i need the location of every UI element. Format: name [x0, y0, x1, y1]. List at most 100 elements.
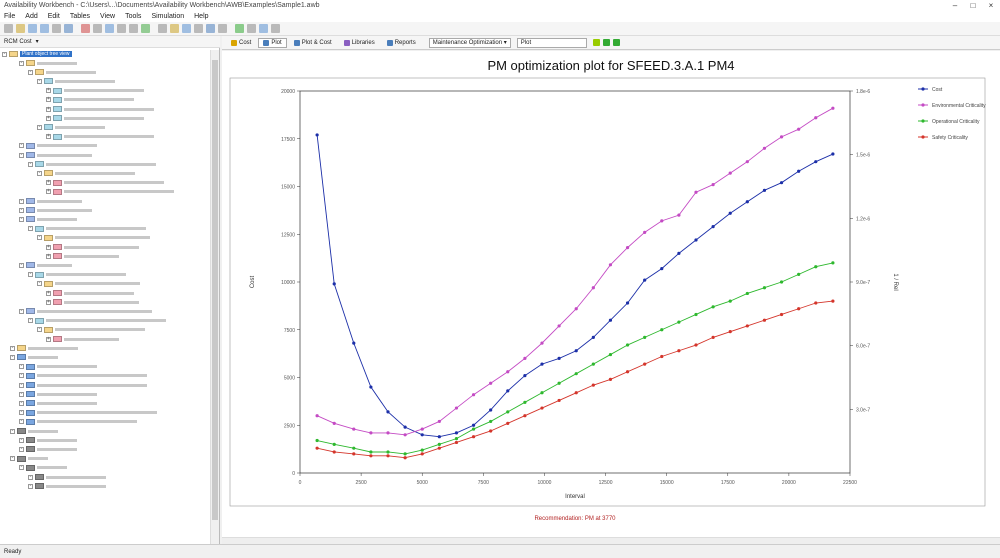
optimization-select[interactable]: Maintenance Optimization ▾: [428, 37, 511, 48]
expand-icon[interactable]: -: [37, 280, 42, 287]
expand-icon[interactable]: +: [46, 96, 51, 103]
tree-node[interactable]: +: [46, 133, 154, 141]
tree-node[interactable]: -: [19, 381, 147, 389]
menu-help[interactable]: Help: [194, 13, 209, 20]
toolbar-button-icon[interactable]: [81, 24, 90, 33]
tree-node[interactable]: +: [46, 96, 134, 104]
tree-node[interactable]: -: [37, 123, 105, 131]
toolbar-button-icon[interactable]: [182, 24, 191, 33]
tree-node[interactable]: -: [28, 225, 146, 233]
chart-scrollbar[interactable]: [222, 537, 1000, 544]
toolbar-button-icon[interactable]: [64, 24, 73, 33]
expand-icon[interactable]: -: [19, 436, 24, 443]
toolbar-button-icon[interactable]: [170, 24, 179, 33]
tree-node[interactable]: -: [19, 418, 137, 426]
expand-icon[interactable]: -: [10, 427, 15, 434]
expand-icon[interactable]: -: [37, 169, 42, 176]
tree-node[interactable]: -: [37, 77, 115, 85]
toolbar-button-icon[interactable]: [141, 24, 150, 33]
toolbar-button-icon[interactable]: [235, 24, 244, 33]
scrollbar-thumb[interactable]: [212, 60, 218, 520]
expand-icon[interactable]: +: [46, 335, 51, 342]
tree-node[interactable]: -: [10, 344, 78, 352]
expand-icon[interactable]: -: [28, 225, 33, 232]
expand-icon[interactable]: -: [10, 353, 15, 360]
tree-scrollbar[interactable]: [210, 50, 219, 544]
tree-node[interactable]: -: [19, 197, 82, 205]
expand-icon[interactable]: +: [46, 252, 51, 259]
expand-icon[interactable]: -: [19, 197, 24, 204]
tree-node[interactable]: -: [19, 409, 157, 417]
toolbar-button-icon[interactable]: [16, 24, 25, 33]
tree-node[interactable]: -: [19, 307, 152, 315]
expand-icon[interactable]: -: [19, 261, 24, 268]
expand-icon[interactable]: -: [37, 326, 42, 333]
toolbar-button-icon[interactable]: [93, 24, 102, 33]
tree-node[interactable]: -: [10, 427, 58, 435]
toolbar-button-icon[interactable]: [4, 24, 13, 33]
toolbar-button-icon[interactable]: [158, 24, 167, 33]
tree-node[interactable]: -: [37, 280, 140, 288]
tree-node[interactable]: -: [28, 317, 166, 325]
expand-icon[interactable]: +: [46, 179, 51, 186]
expand-icon[interactable]: -: [19, 409, 24, 416]
expand-icon[interactable]: -: [28, 317, 33, 324]
expand-icon[interactable]: -: [28, 271, 33, 278]
expand-icon[interactable]: +: [46, 87, 51, 94]
tree-node[interactable]: -: [19, 372, 147, 380]
tree-node[interactable]: -: [19, 436, 77, 444]
expand-icon[interactable]: -: [28, 482, 33, 489]
expand-icon[interactable]: -: [19, 445, 24, 452]
toolbar-button-icon[interactable]: [105, 24, 114, 33]
expand-icon[interactable]: -: [10, 344, 15, 351]
tree-node[interactable]: +: [46, 335, 119, 343]
tree-node[interactable]: -: [10, 353, 58, 361]
tab-libraries[interactable]: Libraries: [339, 38, 380, 48]
tree-node[interactable]: -: [10, 455, 48, 463]
expand-icon[interactable]: -: [19, 399, 24, 406]
expand-icon[interactable]: -: [19, 363, 24, 370]
expand-icon[interactable]: -: [28, 473, 33, 480]
expand-icon[interactable]: -: [28, 160, 33, 167]
tree-node[interactable]: -: [28, 68, 96, 76]
expand-icon[interactable]: -: [28, 68, 33, 75]
expand-icon[interactable]: -: [19, 464, 24, 471]
toolbar-button-icon[interactable]: [206, 24, 215, 33]
menu-simulation[interactable]: Simulation: [151, 13, 185, 20]
plot-select[interactable]: Plot: [516, 37, 587, 48]
expand-icon[interactable]: +: [46, 298, 51, 305]
menu-edit[interactable]: Edit: [47, 13, 60, 20]
tab-plot-cost[interactable]: Plot & Cost: [289, 38, 337, 48]
info-icon[interactable]: [592, 39, 600, 46]
tab-reports[interactable]: Reports: [382, 38, 421, 48]
tree-root[interactable]: - Plant object tree view: [2, 50, 72, 58]
expand-icon[interactable]: -: [37, 77, 42, 84]
minimize-icon[interactable]: –: [952, 1, 958, 10]
tree-node[interactable]: -: [28, 482, 106, 490]
expand-icon[interactable]: -: [19, 372, 24, 379]
menu-tools[interactable]: Tools: [125, 13, 142, 20]
tree-selector[interactable]: RCM Cost ▾: [0, 36, 220, 48]
tree-node[interactable]: +: [46, 188, 174, 196]
expand-icon[interactable]: +: [46, 289, 51, 296]
tree-node[interactable]: -: [19, 206, 92, 214]
maximize-icon[interactable]: □: [970, 1, 976, 10]
expand-icon[interactable]: -: [37, 234, 42, 241]
tree-node[interactable]: -: [19, 261, 72, 269]
tree-node[interactable]: -: [37, 234, 150, 242]
expand-icon[interactable]: -: [19, 381, 24, 388]
tree-node[interactable]: +: [46, 252, 119, 260]
tab-cost[interactable]: Cost: [226, 38, 256, 48]
expand-icon[interactable]: -: [19, 215, 24, 222]
expand-icon[interactable]: -: [19, 206, 24, 213]
tree-node[interactable]: +: [46, 179, 164, 187]
expand-icon[interactable]: -: [19, 59, 24, 66]
toolbar-button-icon[interactable]: [247, 24, 256, 33]
menu-add[interactable]: Add: [25, 13, 38, 20]
toolbar-button-icon[interactable]: [117, 24, 126, 33]
toolbar-button-icon[interactable]: [52, 24, 61, 33]
toolbar-button-icon[interactable]: [259, 24, 268, 33]
expand-icon[interactable]: +: [46, 188, 51, 195]
tree-node[interactable]: -: [19, 363, 97, 371]
tree-node[interactable]: +: [46, 105, 154, 113]
